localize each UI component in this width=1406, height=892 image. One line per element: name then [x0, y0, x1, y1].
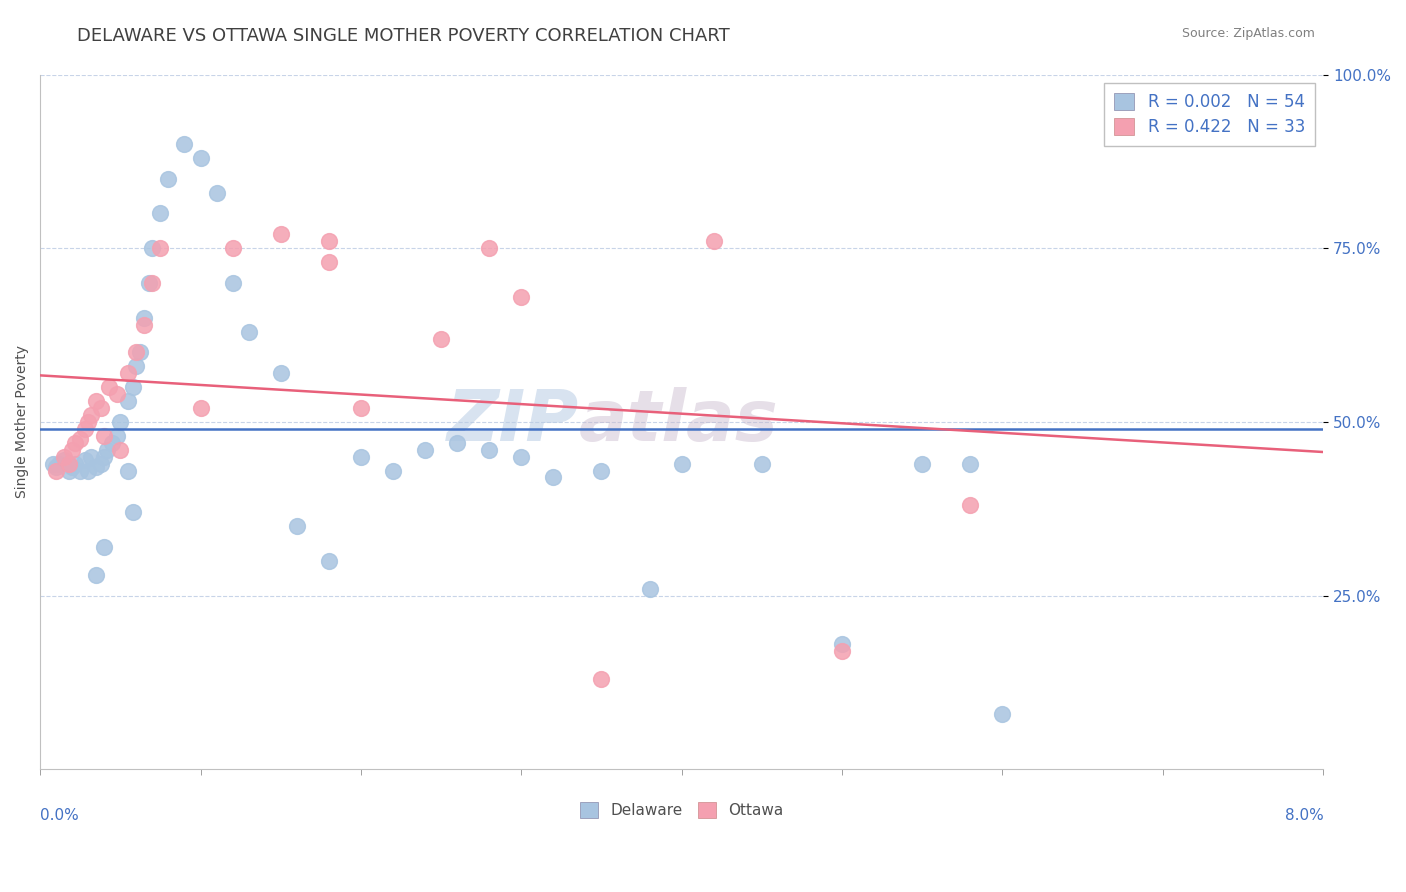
Point	[141, 276, 163, 290]
Point	[141, 241, 163, 255]
Point	[128, 345, 150, 359]
Point	[45, 460, 67, 475]
Point	[703, 234, 725, 248]
Point	[831, 644, 853, 658]
Point	[959, 498, 981, 512]
Text: ZIP: ZIP	[447, 387, 579, 457]
Point	[318, 234, 340, 248]
Point	[478, 442, 501, 457]
Point	[48, 457, 70, 471]
Point	[157, 171, 180, 186]
Point	[510, 450, 533, 464]
Point	[510, 290, 533, 304]
Point	[270, 227, 292, 242]
Point	[101, 435, 124, 450]
Point	[591, 464, 613, 478]
Point	[77, 464, 100, 478]
Point	[831, 637, 853, 651]
Point	[446, 435, 468, 450]
Point	[110, 415, 132, 429]
Point	[98, 380, 121, 394]
Point	[991, 706, 1014, 721]
Point	[84, 460, 107, 475]
Point	[190, 401, 212, 415]
Point	[45, 464, 67, 478]
Point	[134, 310, 156, 325]
Point	[430, 332, 453, 346]
Point	[58, 457, 80, 471]
Point	[382, 464, 405, 478]
Point	[84, 394, 107, 409]
Point	[285, 519, 308, 533]
Point	[53, 453, 76, 467]
Point	[638, 582, 661, 596]
Text: atlas: atlas	[579, 387, 779, 457]
Point	[117, 394, 139, 409]
Point	[65, 457, 87, 471]
Point	[73, 422, 96, 436]
Point	[221, 276, 243, 290]
Point	[125, 345, 148, 359]
Point	[318, 255, 340, 269]
Point	[149, 241, 172, 255]
Point	[270, 366, 292, 380]
Point	[90, 401, 112, 415]
Point	[117, 366, 139, 380]
Point	[173, 136, 195, 151]
Point	[413, 442, 436, 457]
Point	[122, 505, 145, 519]
Point	[122, 380, 145, 394]
Point	[190, 151, 212, 165]
Point	[221, 241, 243, 255]
Point	[350, 450, 373, 464]
Text: DELAWARE VS OTTAWA SINGLE MOTHER POVERTY CORRELATION CHART: DELAWARE VS OTTAWA SINGLE MOTHER POVERTY…	[77, 27, 730, 45]
Point	[60, 460, 83, 475]
Point	[93, 450, 115, 464]
Point	[90, 457, 112, 471]
Point	[93, 540, 115, 554]
Point	[80, 450, 103, 464]
Point	[42, 457, 65, 471]
Point	[543, 470, 565, 484]
Point	[478, 241, 501, 255]
Legend: Delaware, Ottawa: Delaware, Ottawa	[574, 796, 790, 824]
Point	[65, 435, 87, 450]
Y-axis label: Single Mother Poverty: Single Mother Poverty	[15, 345, 30, 499]
Point	[149, 206, 172, 220]
Point	[105, 387, 128, 401]
Point	[69, 464, 91, 478]
Point	[350, 401, 373, 415]
Point	[318, 554, 340, 568]
Point	[125, 359, 148, 374]
Point	[84, 567, 107, 582]
Point	[93, 429, 115, 443]
Point	[134, 318, 156, 332]
Point	[751, 457, 773, 471]
Point	[591, 672, 613, 686]
Text: 0.0%: 0.0%	[41, 807, 79, 822]
Point	[60, 442, 83, 457]
Point	[238, 325, 260, 339]
Point	[73, 453, 96, 467]
Point	[911, 457, 934, 471]
Point	[58, 464, 80, 478]
Point	[205, 186, 228, 200]
Point	[53, 450, 76, 464]
Point	[959, 457, 981, 471]
Point	[110, 442, 132, 457]
Point	[105, 429, 128, 443]
Point	[69, 432, 91, 446]
Point	[96, 442, 118, 457]
Point	[117, 464, 139, 478]
Point	[77, 415, 100, 429]
Point	[80, 408, 103, 422]
Text: Source: ZipAtlas.com: Source: ZipAtlas.com	[1181, 27, 1315, 40]
Point	[138, 276, 160, 290]
Point	[671, 457, 693, 471]
Text: 8.0%: 8.0%	[1285, 807, 1323, 822]
